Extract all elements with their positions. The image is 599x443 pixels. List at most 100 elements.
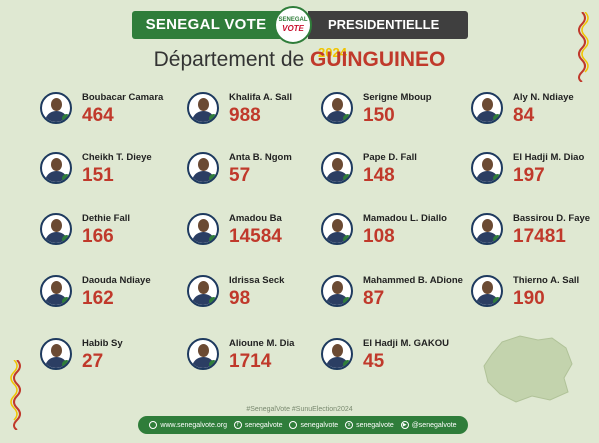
candidate-name: Anta B. Ngom: [229, 152, 292, 163]
header-banner: SENEGAL VOTE PRESIDENTIELLE 2024 SENEGAL…: [132, 6, 468, 60]
footer-label: senegalvote: [244, 421, 283, 429]
candidate-name: Bassirou D. Faye: [513, 213, 591, 224]
youtube-icon: ▶: [400, 421, 409, 429]
decorative-squiggle-icon: [578, 12, 589, 82]
candidate-card: Habib Sy 27: [40, 338, 170, 384]
candidate-name: Daouda Ndiaye: [82, 275, 151, 286]
footer-label: senegalvote: [300, 421, 339, 429]
candidate-votes: 1714: [229, 351, 272, 372]
candidate-votes: 148: [363, 165, 395, 186]
candidate-votes: 27: [82, 351, 104, 372]
candidate-card: Bassirou D. Faye 17481: [471, 213, 599, 259]
candidate-avatar: [321, 152, 353, 184]
candidate-avatar: [40, 152, 72, 184]
logo-text-top: SENEGAL: [278, 17, 308, 23]
candidate-card: El Hadji M. GAKOU 45: [321, 338, 451, 384]
candidate-card: Dethie Fall 166: [40, 213, 170, 259]
brand-name: SENEGAL VOTE: [132, 11, 280, 39]
candidate-name: Serigne Mboup: [363, 92, 432, 103]
candidate-avatar: [187, 92, 219, 124]
footer-label: @senegalvote: [411, 421, 457, 429]
candidate-name: Dethie Fall: [82, 213, 131, 224]
candidate-avatar: [187, 338, 219, 370]
senegal-vote-logo: SENEGAL VOTE: [274, 6, 312, 44]
candidate-avatar: [187, 275, 219, 307]
candidate-votes: 87: [363, 288, 385, 309]
candidate-name: Mahammed B. ADione: [363, 275, 463, 286]
candidate-votes: 150: [363, 105, 395, 126]
candidate-name: El Hadji M. GAKOU: [363, 338, 450, 349]
candidate-name: Amadou Ba: [229, 213, 282, 224]
candidate-card: Thierno A. Sall 190: [471, 275, 599, 321]
candidate-card: Pape D. Fall 148: [321, 152, 451, 198]
candidate-avatar: [471, 152, 503, 184]
candidate-votes: 17481: [513, 226, 566, 247]
candidate-votes: 45: [363, 351, 385, 372]
candidate-card: Boubacar Camara 464: [40, 92, 170, 138]
instagram-icon: [289, 421, 298, 429]
candidate-avatar: [321, 338, 353, 370]
candidate-avatar: [40, 275, 72, 307]
candidate-name: Alioune M. Dia: [229, 338, 295, 349]
department-name: GUINGUINEO: [310, 48, 446, 71]
footer-label: senegalvote: [356, 421, 394, 429]
candidate-card: Cheikh T. Dieye 151: [40, 152, 170, 198]
candidate-votes: 464: [82, 105, 114, 126]
footer-website[interactable]: www.senegalvote.org: [149, 421, 227, 429]
page-title: Département de GUINGUINEO: [0, 48, 599, 72]
candidate-card: El Hadji M. Diao 197: [471, 152, 599, 198]
candidate-card: Idrissa Seck 98: [187, 275, 317, 321]
candidate-name: Mamadou L. Diallo: [363, 213, 447, 224]
logo-text-bottom: VOTE: [282, 24, 304, 33]
globe-icon: [149, 421, 158, 429]
decorative-squiggle-icon: [10, 360, 21, 430]
footer-instagram[interactable]: senegalvote: [289, 421, 338, 429]
candidate-votes: 84: [513, 105, 535, 126]
footer-youtube[interactable]: ▶ @senegalvote: [400, 421, 457, 429]
candidate-card: Khalifa A. Sall 988: [187, 92, 317, 138]
candidate-avatar: [40, 213, 72, 245]
candidate-card: Alioune M. Dia 1714: [187, 338, 317, 384]
candidate-card: Mamadou L. Diallo 108: [321, 213, 451, 259]
candidate-name: Thierno A. Sall: [513, 275, 580, 286]
footer-facebook[interactable]: f senegalvote: [233, 421, 283, 429]
candidate-name: Boubacar Camara: [82, 92, 164, 103]
candidate-avatar: [321, 213, 353, 245]
candidate-name: Aly N. Ndiaye: [513, 92, 574, 103]
candidate-name: El Hadji M. Diao: [513, 152, 585, 163]
candidate-card: Daouda Ndiaye 162: [40, 275, 170, 321]
candidate-card: Mahammed B. ADione 87: [321, 275, 463, 321]
candidate-avatar: [321, 275, 353, 307]
candidate-avatar: [40, 92, 72, 124]
candidate-avatar: [187, 152, 219, 184]
candidate-name: Pape D. Fall: [363, 152, 417, 163]
candidate-card: Anta B. Ngom 57: [187, 152, 317, 198]
candidate-votes: 57: [229, 165, 251, 186]
candidate-name: Cheikh T. Dieye: [82, 152, 152, 163]
footer-bar: www.senegalvote.org f senegalvote senega…: [138, 416, 468, 434]
candidate-name: Idrissa Seck: [229, 275, 285, 286]
title-prefix: Département de: [153, 48, 305, 71]
candidate-avatar: [187, 213, 219, 245]
candidate-card: Amadou Ba 14584: [187, 213, 317, 259]
footer-label: www.senegalvote.org: [160, 421, 227, 429]
candidate-avatar: [471, 213, 503, 245]
candidate-name: Khalifa A. Sall: [229, 92, 292, 103]
candidate-votes: 166: [82, 226, 114, 247]
candidate-card: Serigne Mboup 150: [321, 92, 451, 138]
candidate-name: Habib Sy: [82, 338, 123, 349]
candidate-votes: 108: [363, 226, 395, 247]
candidate-votes: 190: [513, 288, 545, 309]
election-label: PRESIDENTIELLE 2024: [308, 11, 468, 60]
candidate-votes: 151: [82, 165, 114, 186]
candidate-votes: 197: [513, 165, 545, 186]
candidate-avatar: [471, 275, 503, 307]
x-icon: x: [345, 421, 354, 429]
election-year: 2024: [318, 45, 347, 60]
hashtags: #SenegalVote #SunuElection2024: [246, 406, 353, 413]
footer-x[interactable]: x senegalvote: [345, 421, 394, 429]
candidate-avatar: [40, 338, 72, 370]
candidate-card: Aly N. Ndiaye 84: [471, 92, 599, 138]
candidate-avatar: [471, 92, 503, 124]
